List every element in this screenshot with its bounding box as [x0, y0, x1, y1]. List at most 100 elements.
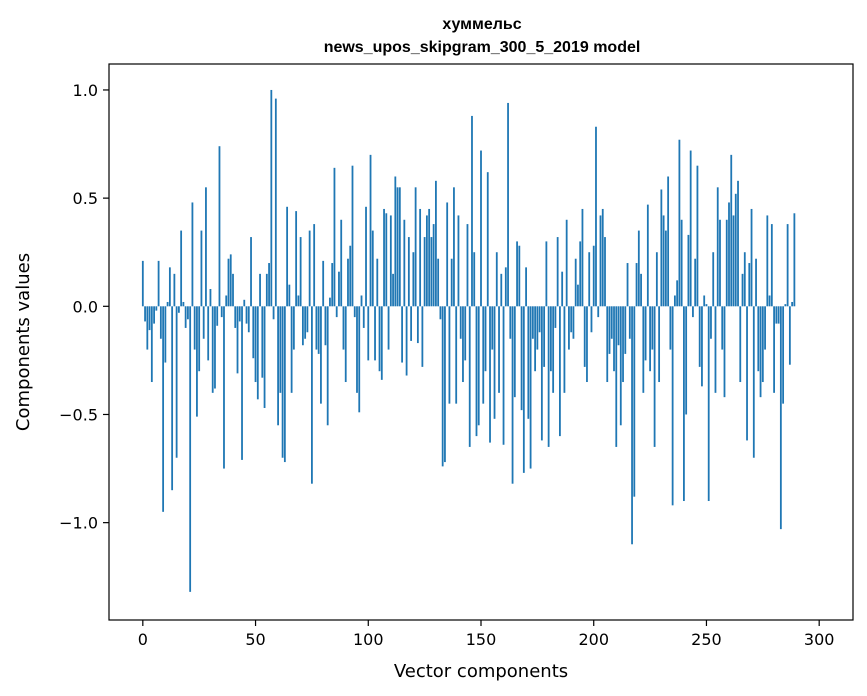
bar — [464, 306, 467, 361]
bar — [272, 306, 275, 320]
bar — [549, 306, 552, 372]
bar — [211, 306, 214, 393]
bar — [378, 306, 381, 372]
bar — [290, 306, 293, 393]
bar — [209, 289, 212, 307]
bar — [667, 176, 670, 307]
bar — [676, 280, 679, 307]
bar — [439, 306, 442, 320]
bar — [748, 263, 751, 307]
x-axis-label: Vector components — [394, 661, 568, 682]
bar — [459, 306, 462, 339]
bar — [680, 219, 683, 307]
bar — [552, 306, 555, 393]
bar — [342, 306, 345, 350]
bar — [423, 237, 426, 307]
bar — [509, 306, 512, 339]
bar — [480, 150, 482, 307]
bar — [728, 202, 730, 307]
bar — [714, 306, 717, 393]
bar — [299, 237, 302, 307]
bar — [581, 208, 584, 307]
bar — [540, 306, 543, 441]
bar — [755, 258, 757, 307]
bar — [416, 306, 419, 344]
bar — [324, 306, 327, 346]
bar — [531, 306, 534, 339]
bar — [326, 306, 329, 426]
bar — [669, 306, 672, 350]
bars-group — [141, 89, 796, 592]
bar — [344, 306, 347, 383]
bar — [646, 204, 649, 307]
bar — [520, 306, 523, 411]
bar — [187, 306, 189, 320]
bar — [394, 176, 397, 307]
bar — [617, 306, 620, 346]
x-tick-label: 150 — [466, 630, 497, 649]
x-tick-label: 300 — [804, 630, 835, 649]
bar — [701, 306, 703, 387]
bar — [410, 306, 413, 341]
bar — [608, 306, 611, 354]
bar — [189, 306, 192, 592]
bar — [295, 211, 298, 307]
bar — [601, 208, 604, 307]
bar — [486, 172, 489, 307]
bar — [331, 263, 334, 307]
bar — [441, 306, 444, 467]
bar — [202, 306, 205, 339]
bar — [529, 306, 532, 469]
bar — [471, 115, 473, 307]
bar — [595, 126, 597, 307]
bar — [175, 306, 178, 458]
bar — [707, 306, 710, 502]
bar — [457, 215, 460, 307]
bar — [786, 224, 789, 307]
bar — [335, 306, 338, 318]
bar — [141, 260, 144, 307]
bar — [604, 237, 606, 307]
x-tick-label: 0 — [138, 630, 148, 649]
bar — [633, 306, 636, 497]
bar — [157, 260, 160, 307]
bar — [403, 219, 406, 307]
bar — [387, 306, 390, 350]
chart-title-line1: хуммельс — [442, 16, 521, 33]
bar — [462, 306, 464, 383]
bar — [340, 219, 343, 307]
bar — [466, 224, 469, 307]
bar — [615, 306, 618, 447]
bar — [683, 306, 685, 502]
bar — [716, 187, 719, 307]
bar — [635, 263, 638, 307]
bar — [554, 306, 557, 328]
bar — [640, 273, 642, 307]
bar — [425, 215, 428, 307]
bar — [435, 180, 437, 307]
bar — [288, 284, 291, 307]
bar — [752, 306, 755, 458]
bar — [414, 187, 417, 307]
bar — [493, 306, 496, 419]
bar — [374, 306, 376, 361]
bar — [191, 202, 194, 307]
bar — [153, 306, 155, 324]
bar — [250, 237, 252, 307]
bar — [450, 258, 453, 307]
bar — [572, 306, 575, 339]
bar — [574, 258, 577, 307]
bar — [622, 306, 624, 383]
bar — [743, 252, 746, 307]
bar — [644, 306, 647, 361]
bar — [791, 301, 794, 307]
bar — [333, 167, 336, 307]
bar — [705, 304, 708, 307]
bar — [782, 306, 785, 404]
bar — [793, 213, 796, 307]
bar — [407, 237, 410, 307]
bar — [513, 306, 516, 398]
bar — [367, 306, 370, 361]
bar — [193, 306, 196, 350]
bar — [631, 306, 633, 545]
